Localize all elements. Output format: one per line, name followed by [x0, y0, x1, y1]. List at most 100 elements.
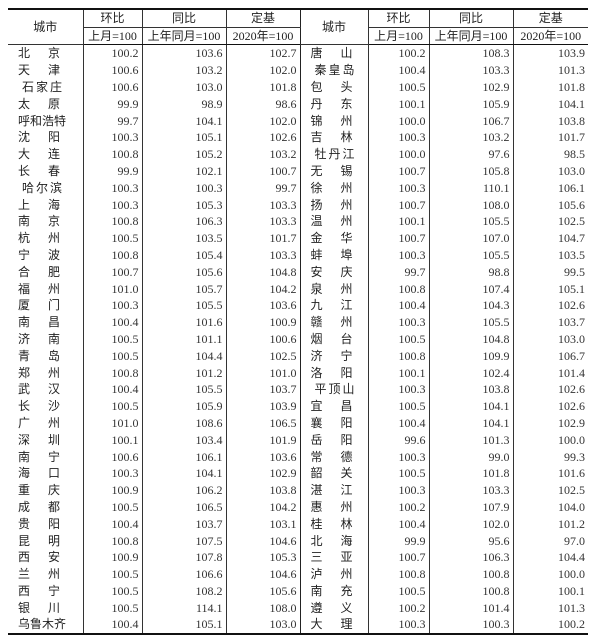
yoy-value: 104.4: [141, 347, 226, 365]
city-name: 贵阳: [8, 515, 83, 532]
mom-value: 100.2: [367, 498, 429, 516]
mom-value: 101.0: [82, 414, 142, 432]
fixed-base-value: 108.0: [225, 599, 300, 617]
mom-value: 100.0: [367, 145, 429, 163]
city-name: 沈阳: [8, 129, 83, 146]
fixed-base-value: 100.9: [225, 313, 300, 331]
table-row: 广州 101.0 108.6 106.5 襄阳 100.4 104.1 102.9: [8, 414, 588, 432]
header-yoy-base: 上年同月=100: [428, 27, 513, 45]
city-name-text: 桂林: [310, 516, 353, 531]
fixed-base-value: 101.7: [225, 229, 300, 247]
city-name: 太原: [8, 95, 83, 112]
city-name-text: 长沙: [18, 399, 60, 414]
city-name-text: 牡丹江: [314, 147, 355, 162]
city-name: 牡丹江: [299, 145, 368, 163]
mom-value: 100.3: [367, 616, 429, 635]
yoy-value: 103.3: [428, 61, 513, 79]
mom-value: 100.5: [82, 565, 142, 583]
table-row: 深圳 100.1 103.4 101.9 岳阳 99.6 101.3 100.0: [8, 431, 588, 449]
mom-value: 100.7: [367, 548, 429, 566]
city-name-text: 常德: [310, 449, 353, 464]
city-name-text: 厦门: [18, 298, 60, 313]
city-name: 西安: [8, 549, 83, 566]
city-name: 上海: [8, 196, 83, 213]
mom-value: 100.5: [367, 78, 429, 96]
fixed-base-value: 100.2: [512, 616, 588, 635]
city-name: 湛江: [299, 481, 368, 499]
fixed-base-value: 105.3: [225, 548, 300, 566]
fixed-base-value: 104.2: [225, 280, 300, 297]
yoy-value: 108.0: [428, 196, 513, 213]
city-name: 银川: [8, 599, 83, 616]
city-name-text: 济宁: [310, 348, 353, 363]
fixed-base-value: 104.1: [512, 95, 588, 113]
city-name: 兰州: [8, 566, 83, 583]
mom-value: 100.2: [367, 44, 429, 62]
city-name: 蚌埠: [299, 246, 368, 264]
table-row: 上海 100.3 105.3 103.3 扬州 100.7 108.0 105.6: [8, 196, 588, 213]
yoy-value: 105.4: [141, 246, 226, 264]
table-row: 合肥 100.7 105.6 104.8 安庆 99.7 98.8 99.5: [8, 263, 588, 281]
city-name: 南昌: [8, 314, 83, 331]
city-name: 泸州: [299, 565, 368, 583]
header-mom: 环比: [82, 8, 142, 28]
city-name-text: 蚌埠: [310, 247, 353, 262]
city-name: 秦皇岛: [299, 61, 368, 79]
city-name-text: 昆明: [18, 533, 60, 548]
fixed-base-value: 104.8: [225, 263, 300, 281]
city-name: 长春: [8, 163, 83, 180]
yoy-value: 99.0: [428, 448, 513, 465]
city-name: 烟台: [299, 330, 368, 348]
yoy-value: 100.8: [428, 582, 513, 600]
city-name: 唐山: [299, 44, 368, 62]
table-row: 石家庄 100.6 103.0 101.8 包头 100.5 102.9 101.8: [8, 78, 588, 96]
fixed-base-value: 102.6: [225, 128, 300, 146]
fixed-base-value: 102.6: [512, 296, 588, 314]
city-name: 北京: [8, 45, 83, 62]
city-name: 武汉: [8, 381, 83, 398]
header-city: 城市: [299, 8, 368, 45]
table-row: 济南 100.5 101.1 100.6 烟台 100.5 104.8 103.0: [8, 330, 588, 348]
mom-value: 100.3: [367, 481, 429, 499]
mom-value: 100.3: [367, 313, 429, 331]
city-name: 安庆: [299, 263, 368, 281]
city-name-text: 广州: [18, 415, 60, 430]
fixed-base-value: 102.6: [512, 397, 588, 415]
header-fixed: 定基: [225, 8, 300, 28]
city-name-text: 成都: [18, 499, 60, 514]
mom-value: 100.3: [367, 246, 429, 264]
fixed-base-value: 103.0: [512, 330, 588, 348]
yoy-value: 106.6: [141, 565, 226, 583]
mom-value: 100.3: [367, 128, 429, 146]
mom-value: 100.6: [82, 78, 142, 96]
table-row: 南宁 100.6 106.1 103.6 常德 100.3 99.0 99.3: [8, 448, 588, 465]
table-row: 贵阳 100.4 103.7 103.1 桂林 100.4 102.0 101.2: [8, 515, 588, 533]
fixed-base-value: 103.5: [512, 246, 588, 264]
city-name-text: 包头: [310, 79, 353, 94]
yoy-value: 105.7: [141, 280, 226, 297]
fixed-base-value: 103.9: [512, 44, 588, 62]
fixed-base-value: 101.4: [512, 364, 588, 381]
table-row: 重庆 100.9 106.2 103.8 湛江 100.3 103.3 102.5: [8, 481, 588, 499]
city-name-text: 秦皇岛: [314, 63, 355, 78]
header-fixed-base: 2020年=100: [225, 27, 300, 45]
city-name: 呼和浩特: [8, 112, 83, 129]
table-row: 西安 100.9 107.8 105.3 三亚 100.7 106.3 104.4: [8, 548, 588, 566]
fixed-base-value: 103.2: [225, 145, 300, 163]
header-yoy-base: 上年同月=100: [141, 27, 226, 45]
mom-value: 99.7: [82, 112, 142, 129]
city-name-text: 安庆: [310, 264, 353, 279]
yoy-value: 106.5: [141, 498, 226, 516]
fixed-base-value: 101.7: [512, 128, 588, 146]
fixed-base-value: 99.7: [225, 179, 300, 197]
fixed-base-value: 103.3: [225, 212, 300, 230]
yoy-value: 105.5: [428, 246, 513, 264]
city-name-text: 韶关: [310, 466, 353, 481]
city-name: 温州: [299, 212, 368, 230]
mom-value: 100.7: [367, 196, 429, 213]
mom-value: 100.8: [367, 565, 429, 583]
table-row: 长沙 100.5 105.9 103.9 宜昌 100.5 104.1 102.6: [8, 397, 588, 415]
city-name-text: 南昌: [18, 315, 60, 330]
table-row: 西宁 100.5 108.2 105.6 南充 100.5 100.8 100.1: [8, 582, 588, 600]
mom-value: 100.9: [82, 548, 142, 566]
